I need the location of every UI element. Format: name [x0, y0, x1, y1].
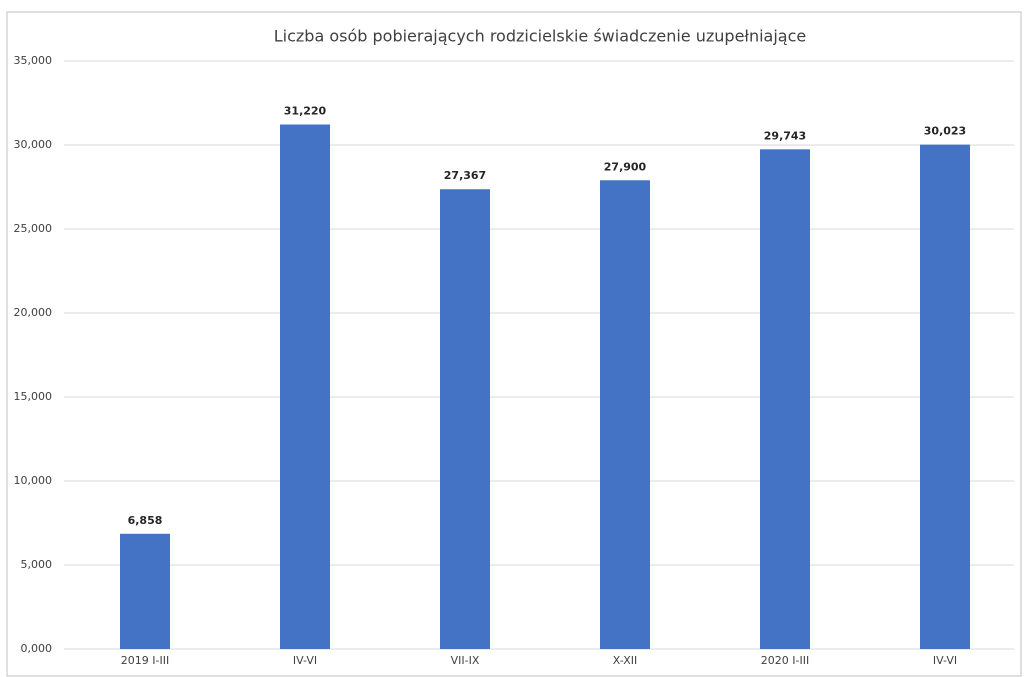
y-tick-label: 35,000 — [14, 54, 53, 67]
bar — [280, 124, 330, 649]
y-tick-label: 20,000 — [14, 306, 53, 319]
data-label: 27,367 — [444, 169, 486, 182]
data-label: 31,220 — [284, 105, 327, 118]
data-label: 6,858 — [128, 514, 163, 527]
bar — [920, 144, 970, 650]
x-tick-label: 2020 I-III — [761, 654, 809, 667]
y-tick-label: 25,000 — [14, 222, 53, 235]
bar — [440, 189, 490, 649]
x-tick-label: X-XII — [613, 654, 637, 667]
data-label: 30,023 — [924, 125, 966, 138]
y-tick-label: 5,000 — [21, 558, 53, 571]
bar — [600, 180, 650, 649]
x-tick-label: IV-VI — [933, 654, 957, 667]
y-tick-label: 0,000 — [21, 642, 53, 655]
bar — [760, 149, 810, 649]
x-tick-label: 2019 I-III — [121, 654, 169, 667]
x-tick-label: IV-VI — [293, 654, 317, 667]
y-tick-label: 15,000 — [14, 390, 53, 403]
bar — [120, 533, 170, 649]
y-tick-label: 30,000 — [14, 138, 53, 151]
data-label: 27,900 — [604, 160, 647, 173]
x-tick-label: VII-IX — [451, 654, 480, 667]
y-tick-label: 10,000 — [14, 474, 53, 487]
data-label: 29,743 — [764, 129, 806, 142]
chart-title: Liczba osób pobierających rodzicielskie … — [274, 27, 806, 46]
